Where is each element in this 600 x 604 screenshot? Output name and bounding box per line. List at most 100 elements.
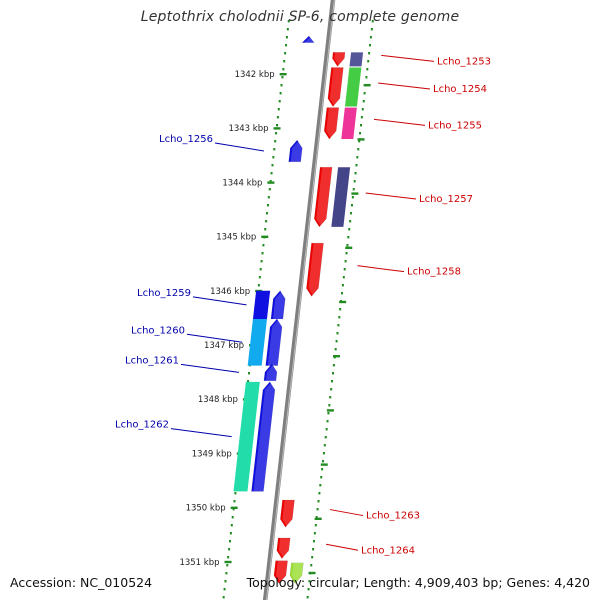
gene-lcho-1257-arrow-shade [316,167,335,227]
gene-lcho-1255-label: Lcho_1255 [428,120,482,131]
left-tick-track-dot [265,220,268,223]
scale-tick-mark-outer [357,138,365,141]
left-tick-track-dot [222,596,225,599]
gene-unlabeled-arrow [273,560,288,584]
right-tick-track-dot [330,388,333,391]
scale-tick-label: 1345 kbp [216,233,256,243]
left-tick-track-dot [259,268,262,271]
gene-lcho-1257-leader [365,192,417,200]
scale-tick-mark [224,560,232,564]
left-tick-track-dot [230,524,233,527]
gene-lcho-1254-label: Lcho_1254 [433,84,487,95]
right-tick-track-dot [341,292,344,295]
gene-lcho-1254-leader [378,82,431,90]
right-tick-track-dot [351,196,354,199]
left-tick-track-dot [223,588,226,591]
gene-lcho-1253-arrow-shade [334,52,348,67]
right-tick-track-dot [359,124,362,127]
gene-lcho-1256-leader [214,142,265,152]
left-tick-track-dot [247,372,250,375]
right-tick-track-dot [355,164,358,167]
gene-lcho-1254-arrow-shade [329,67,346,107]
left-tick-track-dot [233,500,236,503]
left-tick-track-dot [229,532,232,535]
right-tick-track-dot [323,444,326,447]
scale-tick-label: 1344 kbp [222,178,262,188]
left-tick-track-dot [232,508,235,511]
scale-tick-mark [279,73,287,76]
gene-lcho-1264-arrow [276,537,291,560]
right-tick-track-dot [329,396,332,399]
left-tick-track-dot [281,76,284,79]
scale-tick-mark-outer [351,192,359,195]
right-tick-track-dot [317,500,320,503]
gene-lcho-1253-leader [381,54,435,62]
right-tick-track-dot [331,372,334,375]
right-tick-track-dot [360,116,363,119]
right-tick-track-dot [343,268,346,271]
scale-tick-label: 1342 kbp [235,70,275,80]
right-tick-track-dot [363,92,366,95]
left-tick-track-dot [285,36,288,39]
scale-tick-mark-outer [339,300,347,304]
left-tick-track-dot [225,572,228,575]
right-tick-track-dot [350,204,353,207]
right-tick-track-dot [312,540,315,543]
genome-backbone [262,0,336,604]
gene-lcho-1260-label: Lcho_1260 [131,325,185,336]
right-tick-track-dot [339,308,342,311]
scale-tick-label: 1350 kbp [186,504,226,514]
gene-lcho-1258-label: Lcho_1258 [407,267,461,278]
left-tick-track-dot [247,380,250,383]
left-tick-track-dot [262,244,265,247]
right-tick-track-dot [358,140,361,143]
gene-unlabeled-arrow [289,562,304,584]
right-tick-track-dot [367,60,370,63]
gene-lcho-1259-feature-block [252,290,271,319]
right-tick-track-dot [361,108,364,111]
scale-tick-label: 1347 kbp [204,341,244,351]
gene-lcho-1254-feature-block [344,67,362,107]
scale-tick-mark [273,127,281,130]
gene-unlabeled-arrow-shade [291,562,306,584]
left-tick-track-dot [287,20,290,23]
gene-lcho-1253-feature-block [349,52,364,67]
gene-unlabeled-arrow-shade [304,36,317,43]
left-tick-track-dot [282,68,285,71]
left-tick-track-dot [279,92,282,95]
gene-lcho-1261-label: Lcho_1261 [125,355,179,366]
right-tick-track-dot [368,52,371,55]
left-tick-track-dot [275,124,278,127]
gene-lcho-1254-arrow [327,67,344,108]
right-tick-track-dot [306,596,309,599]
left-tick-track-dot [277,108,280,111]
left-tick-track-dot [260,260,263,263]
scale-tick-mark-outer [314,517,322,520]
scale-tick-label: 1343 kbp [228,124,268,134]
scale-tick-label: 1346 kbp [210,287,250,297]
gene-lcho-1253-label: Lcho_1253 [437,56,491,67]
right-tick-track-dot [349,220,352,223]
gene-lcho-1258-leader [357,265,405,273]
right-tick-track-dot [308,580,311,583]
gene-lcho-1262-arrow-shade [253,381,277,492]
scale-tick-label: 1349 kbp [192,449,232,459]
gene-lcho-1260-arrow-shade [267,318,285,366]
genome-summary: Topology: circular; Length: 4,909,403 bp… [246,575,590,590]
right-tick-track-dot [337,324,340,327]
right-tick-track-dot [320,476,323,479]
left-tick-track-dot [234,492,237,495]
right-tick-track-dot [326,420,329,423]
left-tick-track-dot [231,516,234,519]
right-tick-track-dot [352,188,355,191]
right-tick-track-dot [325,428,328,431]
accession-label: Accession: NC_010524 [10,575,153,590]
gene-unlabeled-arrow [301,35,315,43]
left-tick-track-dot [273,148,276,151]
right-tick-track-dot [346,244,349,247]
left-tick-track-dot [266,212,269,215]
scale-tick-mark-outer [363,84,371,87]
left-tick-track-dot [272,156,275,159]
right-tick-track-dot [366,68,369,71]
gene-lcho-1257-feature-block [331,167,351,227]
